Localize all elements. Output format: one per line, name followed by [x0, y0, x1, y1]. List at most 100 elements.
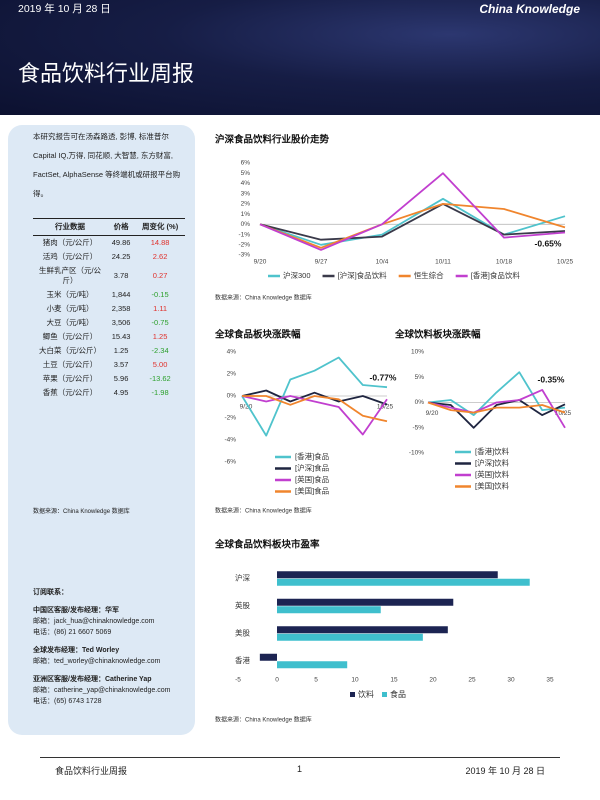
y-tick-label: -3% — [238, 252, 250, 259]
table-cell: 活鸡（元/公斤） — [42, 252, 98, 261]
table-cell: 鲫鱼（元/公斤） — [42, 332, 98, 341]
series-line — [427, 389, 566, 429]
table-body: 猪肉（元/公斤） 49.86 14.88 活鸡（元/公斤） 24.25 2.62 生鲜乳产区… — [33, 236, 185, 401]
table-cell: 1.11 — [153, 304, 168, 313]
contact-title: 亚洲区客服/发布经理：Catherine Yap — [33, 676, 152, 683]
contact-line: 邮箱：ted_worley@chinaknowledge.com — [33, 658, 161, 665]
bar — [277, 598, 454, 606]
intro-text: 本研究报告可在汤森路透, 彭博, 标准普尔 Capital IQ,万得, 同花顺… — [33, 132, 181, 198]
table-cell: -0.75 — [151, 318, 169, 327]
y-tick-label: 4% — [227, 349, 237, 356]
table-row: 大豆（元/吨） 3,506 -0.75 — [33, 316, 185, 330]
table-header: 行业数据 价格 周变化 (%) — [33, 218, 185, 236]
legend-label: [英国]饮料 — [475, 469, 510, 479]
legend-label: 沪深300 — [283, 270, 311, 280]
table-cell: 24.25 — [111, 252, 131, 261]
x-tick-label: 10/25 — [555, 410, 572, 417]
table-header-cell: 价格 — [107, 218, 136, 236]
category-label: 沪深 — [235, 573, 250, 583]
table-cell: 猪肉（元/公斤） — [42, 238, 98, 247]
chart-title: 沪深食品饮料行业股价走势 — [215, 134, 330, 146]
series-line — [259, 203, 566, 241]
table-row: 玉米（元/吨） 1,844 -0.15 — [33, 288, 185, 302]
table-row: 猪肉（元/公斤） 49.86 14.88 — [33, 236, 185, 251]
table-cell: 1.25 — [113, 346, 129, 355]
contact-title: 全球发布经理：Ted Worley — [33, 647, 120, 654]
table-cell: 2.62 — [152, 252, 168, 261]
x-tick-label: 10/25 — [377, 404, 394, 411]
y-tick-label: -10% — [409, 450, 424, 457]
bar — [259, 653, 277, 661]
table-cell: 2,358 — [111, 304, 131, 313]
table-cell: -0.15 — [151, 290, 169, 299]
y-tick-label: 5% — [241, 170, 251, 177]
source-note: 数据来源：China Knowledge 数据库 — [33, 509, 130, 515]
footer-right: 2019 年 10 月 28 日 — [465, 766, 545, 776]
table-row: 香蕉（元/公斤） 4.95 -1.98 — [33, 386, 185, 400]
y-tick-label: 1% — [241, 211, 251, 218]
series-line — [427, 401, 566, 414]
source-note: 数据来源：China Knowledge 数据库 — [215, 507, 312, 515]
x-tick-label: 5 — [314, 677, 318, 684]
table-row: 大白菜（元/公斤） 1.25 -2.34 — [33, 344, 185, 358]
legend-label: [沪深]饮料 — [475, 457, 510, 467]
x-tick-label: 25 — [468, 677, 476, 684]
table-cell: 香蕉（元/公斤） — [42, 388, 98, 397]
legend-label: [美国]食品 — [295, 485, 329, 495]
x-tick-label: 0 — [275, 677, 279, 684]
y-tick-label: 0% — [415, 399, 425, 406]
bar — [277, 626, 448, 634]
footer-rule — [40, 757, 560, 758]
chart-title: 全球饮料板块涨跌幅 — [394, 329, 481, 341]
category-label: 英股 — [235, 600, 250, 610]
chart-title: 全球食品板块涨跌幅 — [214, 329, 301, 341]
page-title: 食品饮料行业周报 — [18, 61, 195, 86]
table-cell: 玉米（元/吨） — [46, 290, 94, 299]
category-label: 美股 — [235, 628, 250, 638]
bar — [277, 661, 348, 669]
x-tick-label: 10/25 — [557, 259, 574, 266]
source-note: 数据来源：China Knowledge 数据库 — [215, 716, 312, 724]
y-tick-label: 4% — [241, 180, 251, 187]
x-tick-label: 9/20 — [240, 404, 253, 411]
series-line — [241, 389, 388, 406]
table-cell: 大豆（元/吨） — [46, 318, 94, 327]
legend-label: 食品 — [390, 689, 406, 699]
x-tick-label: 15 — [390, 677, 398, 684]
legend-label: [英国]食品 — [295, 474, 329, 484]
legend-label: 恒生综合 — [414, 270, 444, 280]
y-tick-label: -1% — [238, 231, 250, 238]
x-tick-label: 10 — [351, 677, 359, 684]
contacts: 订阅联系： 中国区客服/发布经理：华军 邮箱：jack_hua@chinaknow… — [33, 587, 193, 707]
footer-left: 食品饮料行业周报 — [55, 766, 128, 776]
y-tick-label: -5% — [412, 424, 424, 431]
y-tick-label: 0% — [241, 221, 251, 228]
data-table: 行业数据 价格 周变化 (%) 猪肉（元/公斤） 49.86 14.88 活鸡（元/公斤） 2… — [33, 218, 185, 400]
contact-group: 全球发布经理：Ted Worley 邮箱：ted_worley@chinaknow… — [33, 645, 193, 667]
bar — [277, 571, 498, 579]
bar — [277, 578, 530, 586]
contact-line: 电话：(65) 6743 1728 — [33, 698, 102, 705]
legend-label: [香港]食品饮料 — [471, 270, 521, 280]
table-row: 苹果（元/公斤） 5.96 -13.62 — [33, 372, 185, 386]
annotation: -0.35% — [538, 374, 565, 384]
y-tick-label: 10% — [411, 349, 424, 356]
table-cell: -1.98 — [151, 388, 169, 397]
logo: China Knowledge — [479, 2, 580, 16]
x-tick-label: 35 — [546, 677, 554, 684]
x-tick-label: 10/18 — [496, 259, 513, 266]
table-cell: 苹果（元/公斤） — [42, 374, 98, 383]
legend-label: [沪深]食品饮料 — [338, 270, 388, 280]
table-cell: 1.25 — [152, 332, 168, 341]
contact-group: 中国区客服/发布经理：华军 邮箱：jack_hua@chinaknowledge.… — [33, 605, 193, 638]
chart-title: 全球食品饮料板块市盈率 — [214, 539, 320, 551]
page-number: 1 — [297, 764, 303, 774]
table-row: 活鸡（元/公斤） 24.25 2.62 — [33, 250, 185, 264]
contact-title: 中国区客服/发布经理：华军 — [33, 607, 119, 614]
series-line — [242, 395, 388, 423]
legend-swatch — [382, 692, 387, 697]
table-cell: 0.27 — [152, 271, 168, 280]
table-cell: 49.86 — [111, 238, 131, 247]
category-label: 香港 — [235, 655, 250, 665]
